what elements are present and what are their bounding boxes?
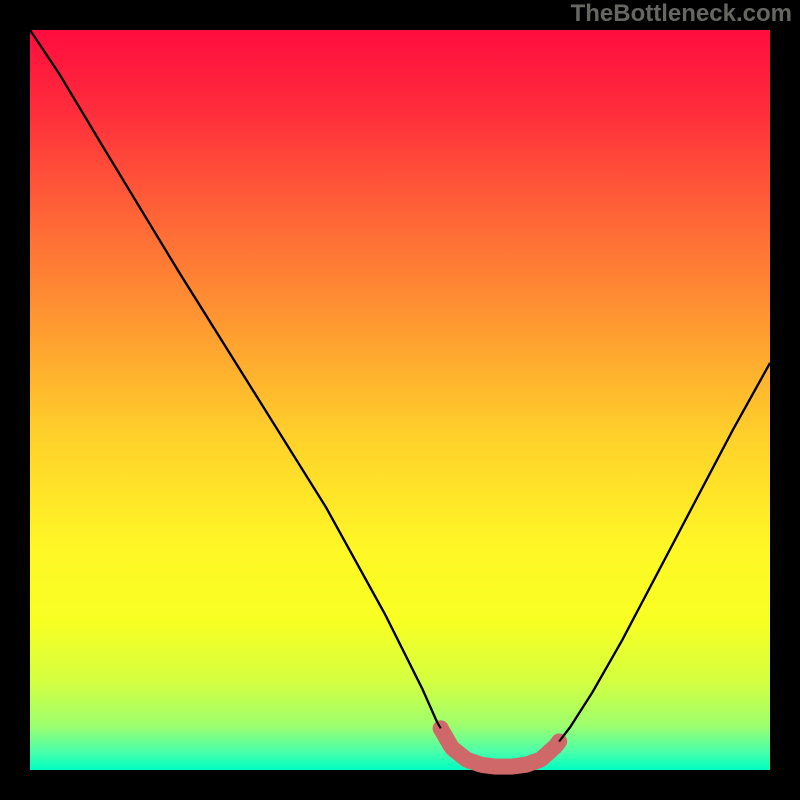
plot-background	[30, 30, 770, 770]
bottleneck-curve-chart	[0, 0, 800, 800]
watermark-text: TheBottleneck.com	[571, 0, 792, 28]
chart-stage: TheBottleneck.com	[0, 0, 800, 800]
